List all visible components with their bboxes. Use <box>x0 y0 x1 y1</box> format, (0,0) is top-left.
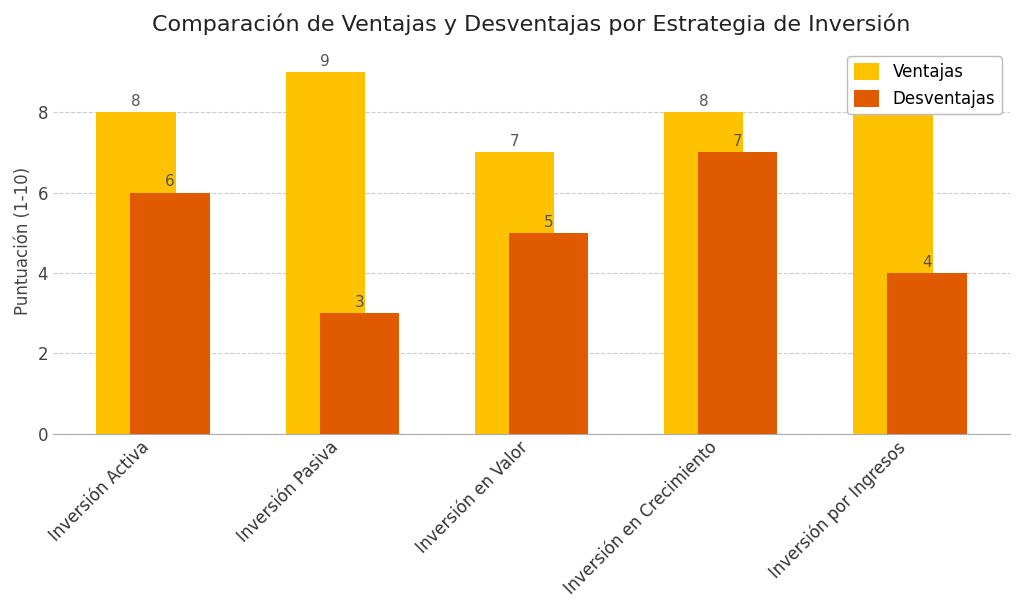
Text: 5: 5 <box>544 215 553 230</box>
Text: 9: 9 <box>321 54 330 69</box>
Text: 7: 7 <box>733 134 742 149</box>
Bar <box>853 112 933 433</box>
Text: 7: 7 <box>510 134 519 149</box>
Text: 6: 6 <box>165 174 175 189</box>
Bar <box>96 112 176 433</box>
Bar <box>286 72 365 433</box>
Bar <box>664 112 743 433</box>
Y-axis label: Puntuación (1-10): Puntuación (1-10) <box>14 166 32 315</box>
Legend: Ventajas, Desventajas: Ventajas, Desventajas <box>848 56 1001 114</box>
Bar <box>509 233 588 433</box>
Text: 8: 8 <box>698 94 709 109</box>
Text: 4: 4 <box>922 255 932 270</box>
Text: 8: 8 <box>888 94 898 109</box>
Bar <box>130 193 210 433</box>
Bar <box>887 273 967 433</box>
Bar <box>319 313 399 433</box>
Title: Comparación de Ventajas y Desventajas por Estrategia de Inversión: Comparación de Ventajas y Desventajas po… <box>153 14 910 35</box>
Text: 3: 3 <box>354 295 365 310</box>
Bar <box>475 152 554 433</box>
Bar <box>698 152 777 433</box>
Text: 8: 8 <box>131 94 141 109</box>
